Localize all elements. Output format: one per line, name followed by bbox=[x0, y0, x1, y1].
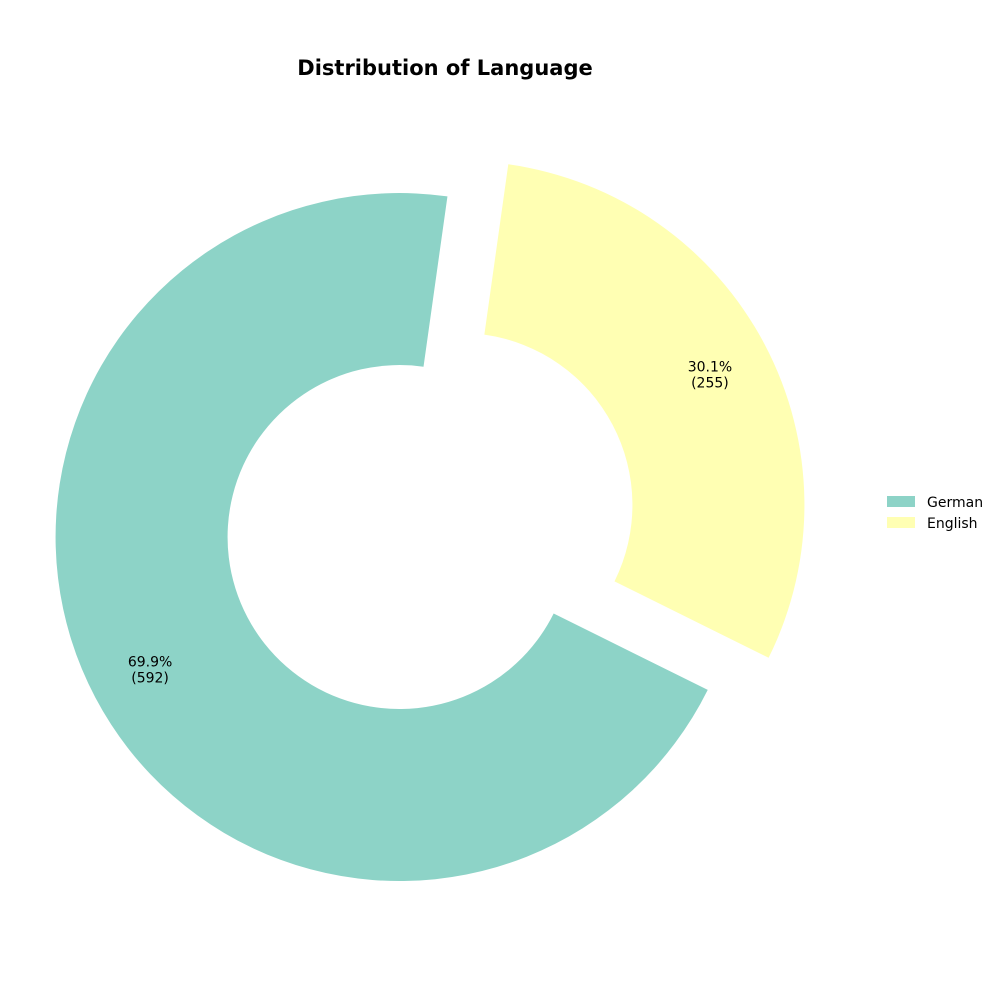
slice-labels-layer: 69.9%(592) 30.1%(255) bbox=[128, 359, 732, 686]
slices-layer bbox=[55, 164, 805, 882]
legend-item-german: German bbox=[887, 495, 983, 511]
legend: German English bbox=[887, 495, 983, 532]
slice-percent-label: 30.1% bbox=[688, 359, 732, 375]
legend-swatch bbox=[887, 496, 915, 507]
slice-english bbox=[484, 164, 805, 658]
slice-count-label: (255) bbox=[691, 375, 729, 391]
legend-item-english: English bbox=[887, 516, 978, 532]
chart-title: Distribution of Language bbox=[297, 56, 592, 80]
legend-label: German bbox=[927, 495, 983, 511]
legend-label: English bbox=[927, 516, 978, 532]
slice-percent-label: 69.9% bbox=[128, 655, 172, 671]
slice-count-label: (592) bbox=[131, 671, 169, 687]
slice-german bbox=[55, 193, 708, 882]
legend-swatch bbox=[887, 517, 915, 528]
